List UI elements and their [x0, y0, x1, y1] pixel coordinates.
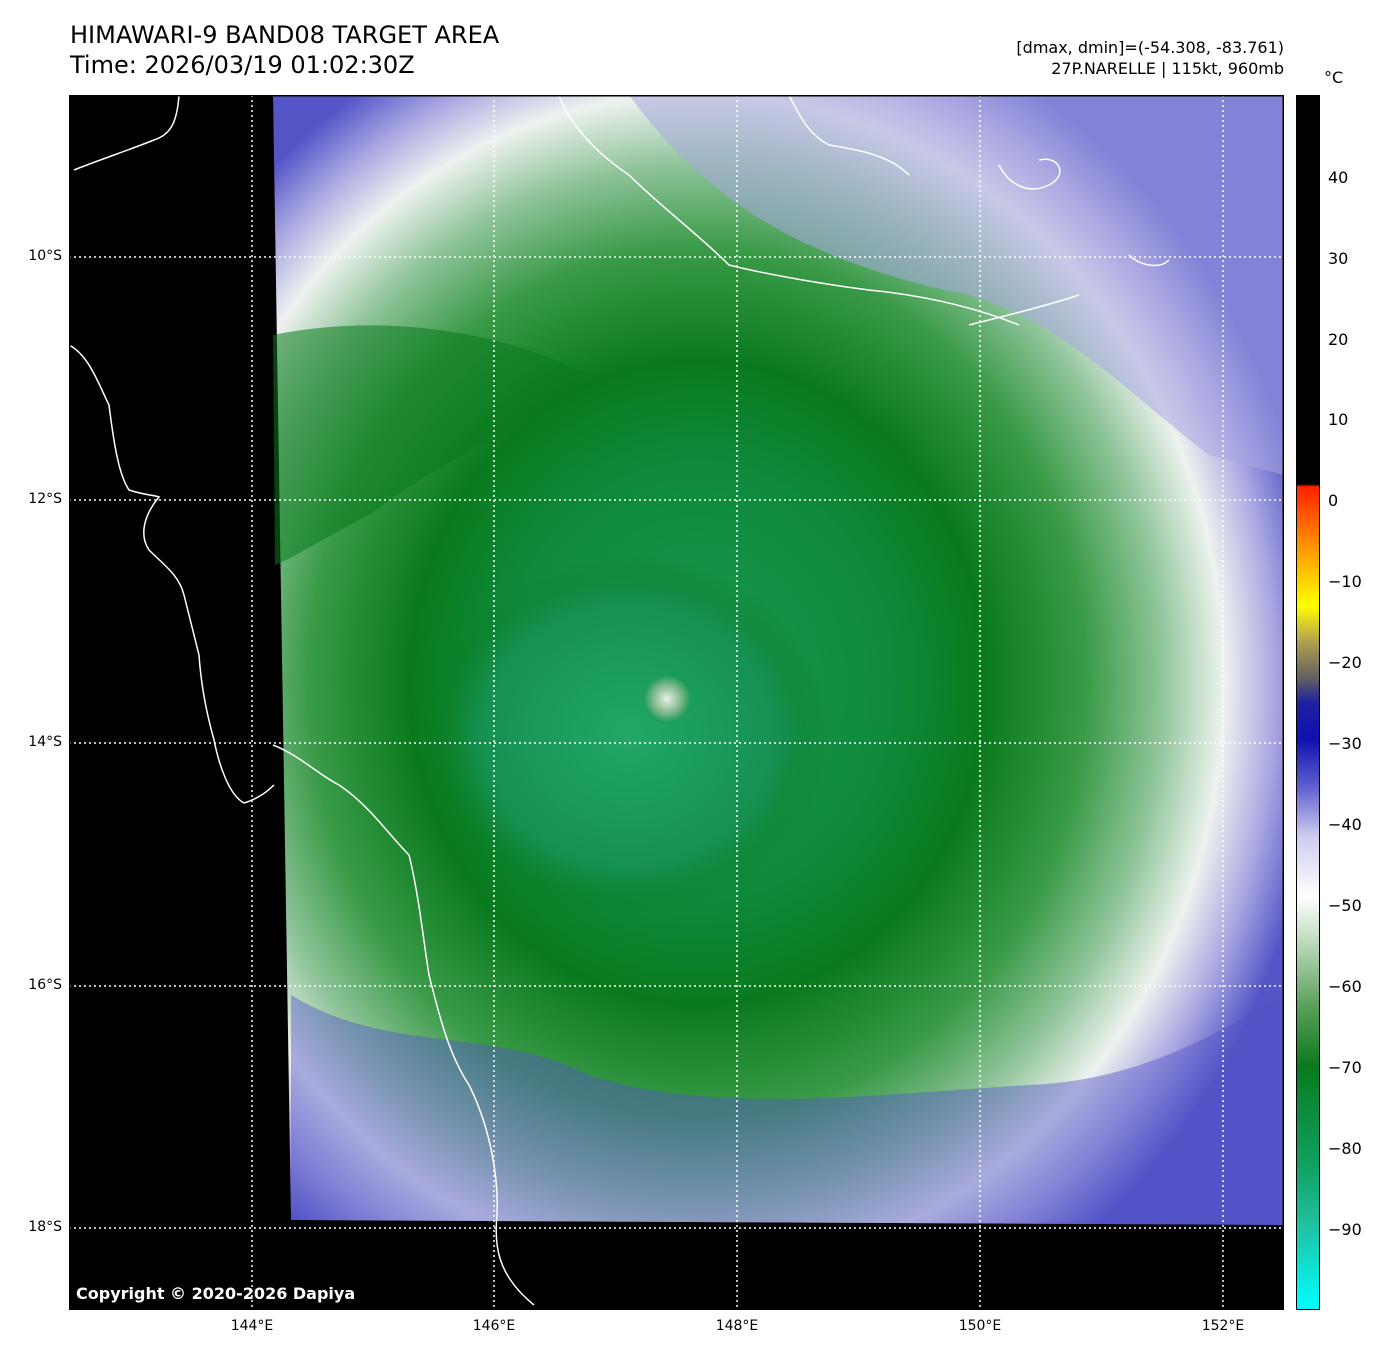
colorbar-tick: −80 [1328, 1139, 1362, 1158]
lon-label: 146°E [472, 1318, 516, 1334]
lat-label: 12°S [28, 491, 62, 507]
value-range-text: [dmax, dmin]=(-54.308, -83.761) [1016, 38, 1284, 57]
lon-label: 148°E [715, 1318, 759, 1334]
lat-label: 10°S [28, 248, 62, 264]
lat-label: 14°S [28, 734, 62, 750]
southern-cirrus [291, 995, 1284, 1225]
coastlines [69, 95, 1170, 1306]
satellite-map [69, 95, 1284, 1310]
colorbar-tick: −20 [1328, 653, 1362, 672]
northern-cirrus [273, 95, 1284, 475]
colorbar-tick: −50 [1328, 896, 1362, 915]
colorbar-tick: −10 [1328, 572, 1362, 591]
lon-label: 150°E [958, 1318, 1002, 1334]
storm-info-text: 27P.NARELLE | 115kt, 960mb [1051, 59, 1284, 78]
central-dense-overcast [429, 555, 829, 915]
storm-eye [643, 675, 691, 723]
colorbar-tick: −30 [1328, 734, 1362, 753]
lon-label: 144°E [230, 1318, 274, 1334]
lat-label: 16°S [28, 977, 62, 993]
map-frame [69, 95, 1284, 1310]
colorbar-tick: −70 [1328, 1058, 1362, 1077]
lon-label: 152°E [1201, 1318, 1245, 1334]
northwest-cloud-band [273, 325, 589, 565]
colorbar-tick: 30 [1328, 249, 1349, 268]
colorbar-tick: 0 [1328, 491, 1339, 510]
colorbar-tick: 20 [1328, 330, 1349, 349]
lat-label: 18°S [28, 1219, 62, 1235]
colorbar-tick: −40 [1328, 815, 1362, 834]
colorbar-tick: 40 [1328, 168, 1349, 187]
colorbar-tick: 10 [1328, 410, 1349, 429]
map-time: Time: 2026/03/19 01:02:30Z [70, 51, 415, 79]
copyright-text: Copyright © 2020-2026 Dapiya [76, 1284, 356, 1303]
colorbar-tick: −60 [1328, 977, 1362, 996]
colorbar-tick: −90 [1328, 1220, 1362, 1239]
map-title: HIMAWARI-9 BAND08 TARGET AREA [70, 21, 500, 49]
satellite-image [69, 95, 1284, 1310]
colorbar-unit: °C [1324, 68, 1344, 87]
colorbar [1296, 95, 1320, 1310]
